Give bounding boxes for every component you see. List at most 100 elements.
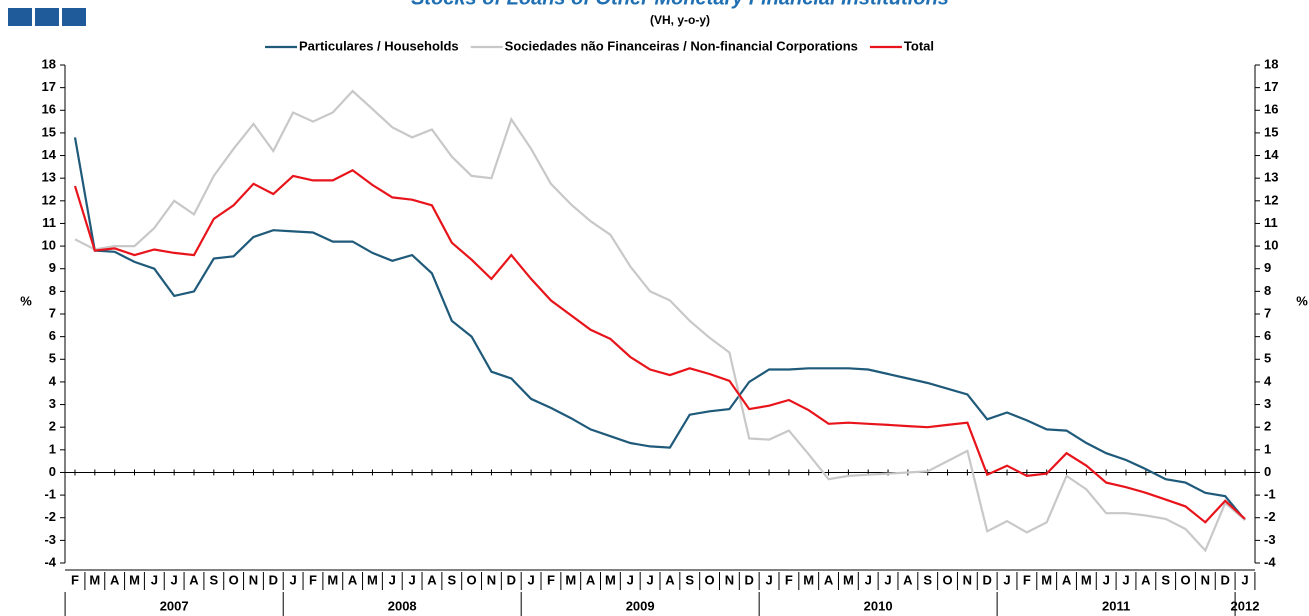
legend-label: Total: [904, 38, 934, 53]
y-tick-label: -2: [44, 509, 56, 524]
y-tick-label: -4: [44, 554, 56, 569]
y2-tick-label: -4: [1264, 554, 1276, 569]
y-tick-label: 3: [49, 396, 56, 411]
x-tick-label: J: [646, 572, 653, 587]
y2-tick-label: 9: [1264, 260, 1271, 275]
x-tick-label: A: [348, 572, 358, 587]
x-tick-label: J: [409, 572, 416, 587]
x-tick-label: O: [229, 572, 239, 587]
y-tick-label: -3: [44, 532, 56, 547]
x-tick-label: J: [1003, 572, 1010, 587]
y2-tick-label: 4: [1264, 373, 1272, 388]
logo-block: [62, 8, 86, 26]
x-tick-label: J: [1241, 572, 1248, 587]
year-label: 2010: [864, 598, 893, 613]
y2-tick-label: 8: [1264, 283, 1271, 298]
year-label: 2012: [1231, 598, 1260, 613]
y2-tick-label: 5: [1264, 351, 1271, 366]
y2-axis-label: %: [1296, 293, 1308, 308]
x-tick-label: D: [507, 572, 516, 587]
y-tick-label: 12: [42, 192, 56, 207]
x-tick-label: A: [110, 572, 120, 587]
logo-block: [8, 8, 32, 26]
x-tick-label: A: [665, 572, 675, 587]
year-label: 2007: [160, 598, 189, 613]
y-tick-label: 17: [42, 79, 56, 94]
y2-tick-label: 13: [1264, 170, 1278, 185]
x-tick-label: O: [705, 572, 715, 587]
x-tick-label: M: [1081, 572, 1092, 587]
x-tick-label: F: [785, 572, 793, 587]
x-tick-label: N: [1201, 572, 1210, 587]
y2-tick-label: 6: [1264, 328, 1271, 343]
x-tick-label: O: [1180, 572, 1190, 587]
y2-tick-label: -3: [1264, 532, 1276, 547]
x-tick-label: M: [129, 572, 140, 587]
x-tick-label: J: [151, 572, 158, 587]
y2-tick-label: 17: [1264, 79, 1278, 94]
y-tick-label: 6: [49, 328, 56, 343]
x-tick-label: A: [1141, 572, 1151, 587]
y2-tick-label: -2: [1264, 509, 1276, 524]
y2-tick-label: 18: [1264, 56, 1278, 71]
y2-tick-label: 1: [1264, 441, 1271, 456]
x-tick-label: J: [1122, 572, 1129, 587]
chart-title: Stocks of Loans of Other Monetary Financ…: [411, 0, 949, 9]
x-tick-label: S: [923, 572, 932, 587]
x-tick-label: F: [547, 572, 555, 587]
year-label: 2008: [388, 598, 417, 613]
x-tick-label: F: [1023, 572, 1031, 587]
x-tick-label: N: [725, 572, 734, 587]
legend-label: Sociedades não Financeiras / Non-financi…: [505, 38, 858, 53]
x-tick-label: M: [1041, 572, 1052, 587]
x-tick-label: F: [71, 572, 79, 587]
y-tick-label: -1: [44, 487, 56, 502]
y-tick-label: 1: [49, 441, 56, 456]
year-label: 2009: [626, 598, 655, 613]
y2-tick-label: 7: [1264, 305, 1271, 320]
x-tick-label: M: [565, 572, 576, 587]
x-tick-label: S: [209, 572, 218, 587]
x-tick-label: A: [1062, 572, 1072, 587]
y-tick-label: 18: [42, 56, 56, 71]
y-tick-label: 7: [49, 305, 56, 320]
logo-block: [35, 8, 59, 26]
y-tick-label: 9: [49, 260, 56, 275]
x-tick-label: J: [389, 572, 396, 587]
x-tick-label: J: [527, 572, 534, 587]
x-tick-label: D: [269, 572, 278, 587]
y2-tick-label: 16: [1264, 102, 1278, 117]
x-tick-label: N: [249, 572, 258, 587]
series-line: [73, 169, 1246, 524]
y2-tick-label: 11: [1264, 215, 1278, 230]
y-tick-label: 2: [49, 419, 56, 434]
x-tick-label: D: [1220, 572, 1229, 587]
y-tick-label: 16: [42, 102, 56, 117]
x-tick-label: D: [983, 572, 992, 587]
x-tick-label: A: [824, 572, 834, 587]
y-tick-label: 14: [42, 147, 57, 162]
x-tick-label: J: [627, 572, 634, 587]
x-tick-label: J: [1103, 572, 1110, 587]
x-tick-label: S: [447, 572, 456, 587]
y2-tick-label: 12: [1264, 192, 1278, 207]
y2-tick-label: 0: [1264, 464, 1271, 479]
x-tick-label: M: [843, 572, 854, 587]
series-line: [74, 89, 1246, 553]
legend-label: Particulares / Households: [299, 38, 459, 53]
year-label: 2011: [1102, 598, 1130, 613]
x-tick-label: A: [586, 572, 596, 587]
x-tick-label: J: [865, 572, 872, 587]
y-tick-label: 10: [42, 238, 56, 253]
x-tick-label: J: [884, 572, 891, 587]
x-tick-label: M: [327, 572, 338, 587]
x-tick-label: S: [1161, 572, 1170, 587]
y-tick-label: 15: [42, 124, 56, 139]
y2-tick-label: -1: [1264, 487, 1276, 502]
x-tick-label: N: [487, 572, 496, 587]
x-tick-label: O: [942, 572, 952, 587]
y-tick-label: 11: [42, 215, 56, 230]
x-tick-label: A: [903, 572, 913, 587]
y2-tick-label: 10: [1264, 238, 1278, 253]
x-tick-label: A: [189, 572, 199, 587]
